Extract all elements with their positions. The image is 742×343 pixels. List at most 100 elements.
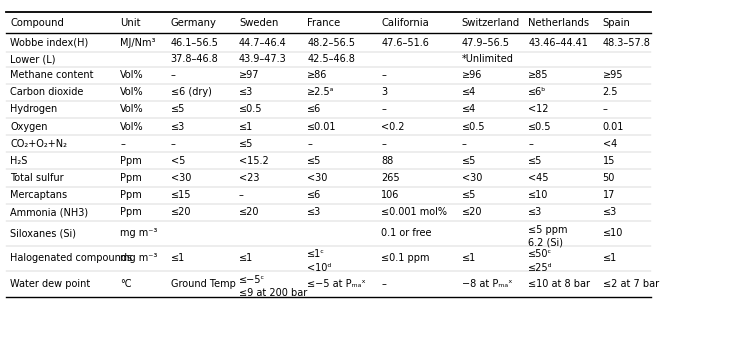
Text: 37.8–46.8: 37.8–46.8 (171, 54, 218, 64)
Text: ≥96: ≥96 (462, 70, 482, 80)
Text: Ammonia (NH3): Ammonia (NH3) (10, 207, 88, 217)
Text: –: – (171, 139, 176, 149)
Text: –: – (120, 139, 125, 149)
Text: ≤2 at 7 bar: ≤2 at 7 bar (603, 279, 659, 289)
Text: –: – (381, 70, 387, 80)
Text: ≤5: ≤5 (528, 156, 542, 166)
Text: Germany: Germany (171, 17, 217, 28)
Text: ≥85: ≥85 (528, 70, 549, 80)
Text: *Unlimited: *Unlimited (462, 54, 513, 64)
Text: ≤15: ≤15 (171, 190, 191, 200)
Text: Ppm: Ppm (120, 207, 142, 217)
Text: ≤0.5: ≤0.5 (462, 121, 485, 132)
Text: ≤5: ≤5 (307, 156, 321, 166)
Text: 44.7–46.4: 44.7–46.4 (239, 38, 286, 48)
Text: CO₂+O₂+N₂: CO₂+O₂+N₂ (10, 139, 68, 149)
Text: 50: 50 (603, 173, 615, 183)
Text: ≥97: ≥97 (239, 70, 260, 80)
Text: 47.9–56.5: 47.9–56.5 (462, 38, 510, 48)
Text: ≤5: ≤5 (462, 156, 476, 166)
Text: ≤20: ≤20 (171, 207, 191, 217)
Text: 15: 15 (603, 156, 615, 166)
Text: Netherlands: Netherlands (528, 17, 589, 28)
Text: ≤50ᶜ
≤25ᵈ: ≤50ᶜ ≤25ᵈ (528, 249, 553, 273)
Text: ≤5: ≤5 (462, 190, 476, 200)
Text: ≤3: ≤3 (171, 121, 185, 132)
Text: 48.2–56.5: 48.2–56.5 (307, 38, 355, 48)
Text: ≤20: ≤20 (239, 207, 260, 217)
Text: Water dew point: Water dew point (10, 279, 91, 289)
Text: ≤5 ppm
6.2 (Si): ≤5 ppm 6.2 (Si) (528, 225, 568, 248)
Text: ≥95: ≥95 (603, 70, 623, 80)
Text: Sweden: Sweden (239, 17, 278, 28)
Text: ≤10 at 8 bar: ≤10 at 8 bar (528, 279, 591, 289)
Text: Lower (L): Lower (L) (10, 54, 56, 64)
Text: 2.5: 2.5 (603, 87, 618, 97)
Text: 3: 3 (381, 87, 387, 97)
Text: ≤6 (dry): ≤6 (dry) (171, 87, 211, 97)
Text: Oxygen: Oxygen (10, 121, 48, 132)
Text: Wobbe index(H): Wobbe index(H) (10, 38, 88, 48)
Text: 17: 17 (603, 190, 615, 200)
Text: ≤0.01: ≤0.01 (307, 121, 337, 132)
Text: Vol%: Vol% (120, 104, 144, 115)
Text: California: California (381, 17, 429, 28)
Text: ≤20: ≤20 (462, 207, 482, 217)
Text: 265: 265 (381, 173, 400, 183)
Text: Total sulfur: Total sulfur (10, 173, 64, 183)
Text: ≤0.1 ppm: ≤0.1 ppm (381, 253, 430, 263)
Text: Ppm: Ppm (120, 190, 142, 200)
Text: Hydrogen: Hydrogen (10, 104, 58, 115)
Text: Compound: Compound (10, 17, 65, 28)
Text: ≤6: ≤6 (307, 104, 321, 115)
Text: –: – (239, 190, 244, 200)
Text: <23: <23 (239, 173, 260, 183)
Text: ≤4: ≤4 (462, 104, 476, 115)
Text: ≤0.5: ≤0.5 (528, 121, 552, 132)
Text: <5: <5 (171, 156, 185, 166)
Text: H₂S: H₂S (10, 156, 27, 166)
Text: ≤10: ≤10 (603, 228, 623, 238)
Text: ≤1: ≤1 (462, 253, 476, 263)
Text: ≤6ᵇ: ≤6ᵇ (528, 87, 547, 97)
Text: Siloxanes (Si): Siloxanes (Si) (10, 228, 76, 238)
Text: 43.9–47.3: 43.9–47.3 (239, 54, 286, 64)
Text: Ppm: Ppm (120, 156, 142, 166)
Text: mg m⁻³: mg m⁻³ (120, 253, 157, 263)
Text: −8 at Pₘₐˣ: −8 at Pₘₐˣ (462, 279, 512, 289)
Text: ≤3: ≤3 (239, 87, 253, 97)
Text: ≤10: ≤10 (528, 190, 548, 200)
Text: ≥86: ≥86 (307, 70, 327, 80)
Text: ≤5: ≤5 (239, 139, 253, 149)
Text: Ppm: Ppm (120, 173, 142, 183)
Text: –: – (307, 139, 312, 149)
Text: ≥2.5ᵃ: ≥2.5ᵃ (307, 87, 335, 97)
Text: Carbon dioxide: Carbon dioxide (10, 87, 84, 97)
Text: 47.6–51.6: 47.6–51.6 (381, 38, 430, 48)
Text: 42.5–46.8: 42.5–46.8 (307, 54, 355, 64)
Text: <15.2: <15.2 (239, 156, 269, 166)
Text: <0.2: <0.2 (381, 121, 405, 132)
Text: –: – (381, 139, 387, 149)
Text: <45: <45 (528, 173, 549, 183)
Text: ≤3: ≤3 (603, 207, 617, 217)
Text: ≤1: ≤1 (239, 253, 253, 263)
Text: mg m⁻³: mg m⁻³ (120, 228, 157, 238)
Text: –: – (381, 279, 387, 289)
Text: Switzerland: Switzerland (462, 17, 520, 28)
Text: ≤4: ≤4 (462, 87, 476, 97)
Text: MJ/Nm³: MJ/Nm³ (120, 38, 156, 48)
Text: Halogenated compounds: Halogenated compounds (10, 253, 133, 263)
Text: 43.46–44.41: 43.46–44.41 (528, 38, 588, 48)
Text: ≤1: ≤1 (171, 253, 185, 263)
Text: 88: 88 (381, 156, 394, 166)
Text: ≤−5 at Pₘₐˣ: ≤−5 at Pₘₐˣ (307, 279, 366, 289)
Text: Spain: Spain (603, 17, 631, 28)
Text: –: – (381, 104, 387, 115)
Text: 106: 106 (381, 190, 400, 200)
Text: 48.3–57.8: 48.3–57.8 (603, 38, 651, 48)
Text: 0.01: 0.01 (603, 121, 624, 132)
Text: Vol%: Vol% (120, 70, 144, 80)
Text: Unit: Unit (120, 17, 141, 28)
Text: ≤1ᶜ
<10ᵈ: ≤1ᶜ <10ᵈ (307, 249, 332, 273)
